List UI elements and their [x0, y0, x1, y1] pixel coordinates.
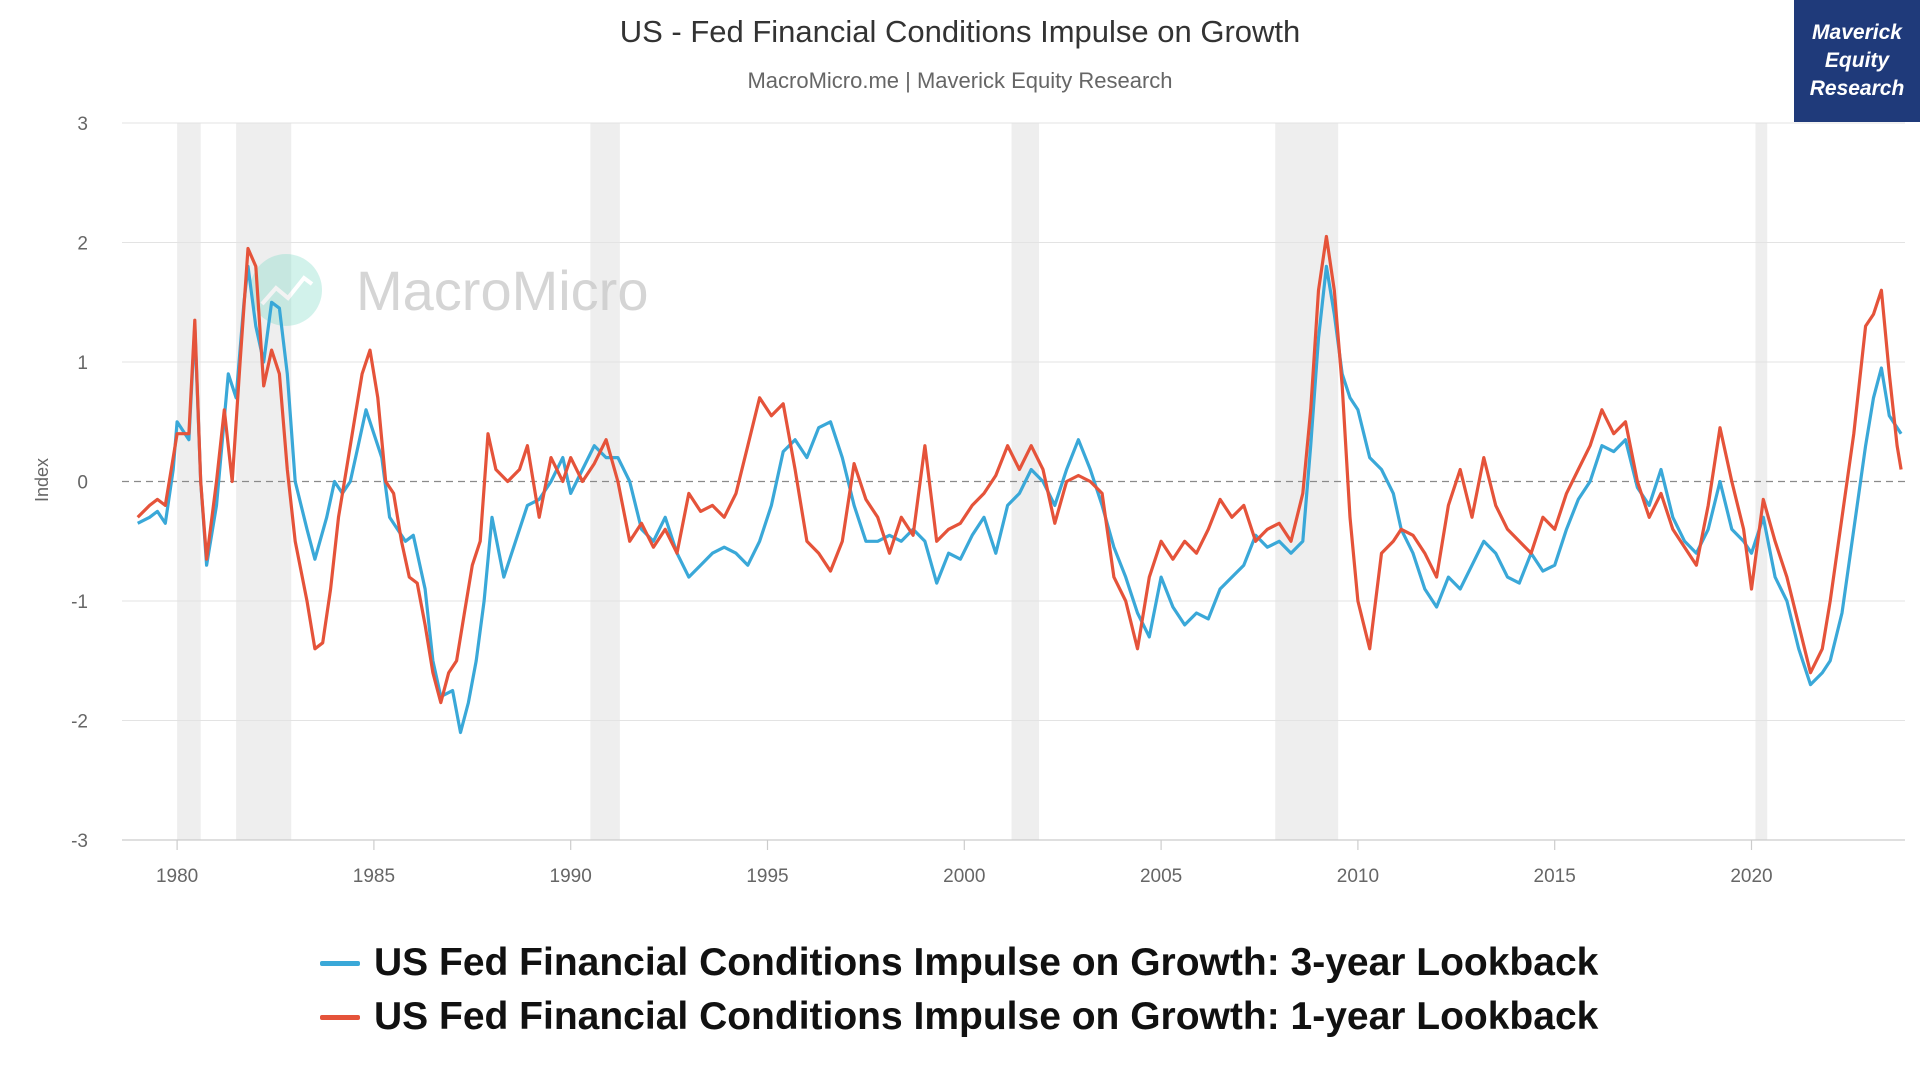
- y-axis-ticks: 3 2 1 0 -1 -2 -3: [71, 114, 88, 852]
- legend-swatch-3-year: [320, 960, 360, 966]
- x-tick-label: 2005: [1140, 866, 1182, 887]
- chart-title: US - Fed Financial Conditions Impulse on…: [619, 14, 1301, 49]
- y-axis-title: Index: [32, 458, 52, 502]
- x-tick-label: 2000: [943, 866, 985, 887]
- x-tick-label: 1985: [353, 866, 395, 887]
- y-tick-label: 1: [77, 353, 88, 374]
- x-axis-ticks: 1980 1985 1990 1995 2000 2005 2010 2015 2020: [122, 839, 1905, 887]
- series-lines: [136, 234, 1903, 735]
- y-tick-label: -2: [71, 712, 88, 733]
- legend-item-3-year[interactable]: US Fed Financial Conditions Impulse on G…: [320, 936, 1720, 990]
- x-tick-label: 1980: [156, 866, 198, 887]
- y-tick-label: -3: [71, 831, 88, 852]
- watermark-text: MacroMicro: [356, 259, 648, 322]
- y-tick-label: 2: [77, 234, 88, 255]
- line-chart: MacroMicro 3 2 1 0 -1 -2 -3 1980 1985 1990 1995 20…: [32, 114, 1905, 887]
- legend-label-3-year: US Fed Financial Conditions Impulse on G…: [374, 941, 1599, 984]
- recession-band: [1755, 123, 1768, 840]
- brand-logo-box: Maverick Equity Research: [1794, 0, 1920, 122]
- legend-label-1-year: US Fed Financial Conditions Impulse on G…: [374, 995, 1599, 1038]
- x-tick-label: 2020: [1730, 866, 1772, 887]
- y-tick-label: 0: [77, 473, 88, 494]
- legend-swatch-1-year: [320, 1014, 360, 1020]
- x-tick-label: 2010: [1337, 866, 1379, 887]
- watermark-logo-icon: [250, 254, 322, 326]
- legend-item-1-year[interactable]: US Fed Financial Conditions Impulse on G…: [320, 990, 1720, 1044]
- y-tick-label: 3: [77, 114, 88, 135]
- chart-subtitle: MacroMicro.me | Maverick Equity Research: [747, 68, 1173, 93]
- brand-text: Maverick Equity Research: [1809, 21, 1905, 100]
- x-tick-label: 1995: [746, 866, 788, 887]
- y-tick-label: -1: [71, 592, 88, 613]
- watermark: MacroMicro: [250, 254, 648, 326]
- series-line-3-year: [136, 264, 1903, 735]
- series-line-1-year: [136, 234, 1903, 705]
- legend[interactable]: US Fed Financial Conditions Impulse on G…: [320, 936, 1720, 1044]
- x-tick-label: 2015: [1534, 866, 1576, 887]
- x-tick-label: 1990: [550, 866, 592, 887]
